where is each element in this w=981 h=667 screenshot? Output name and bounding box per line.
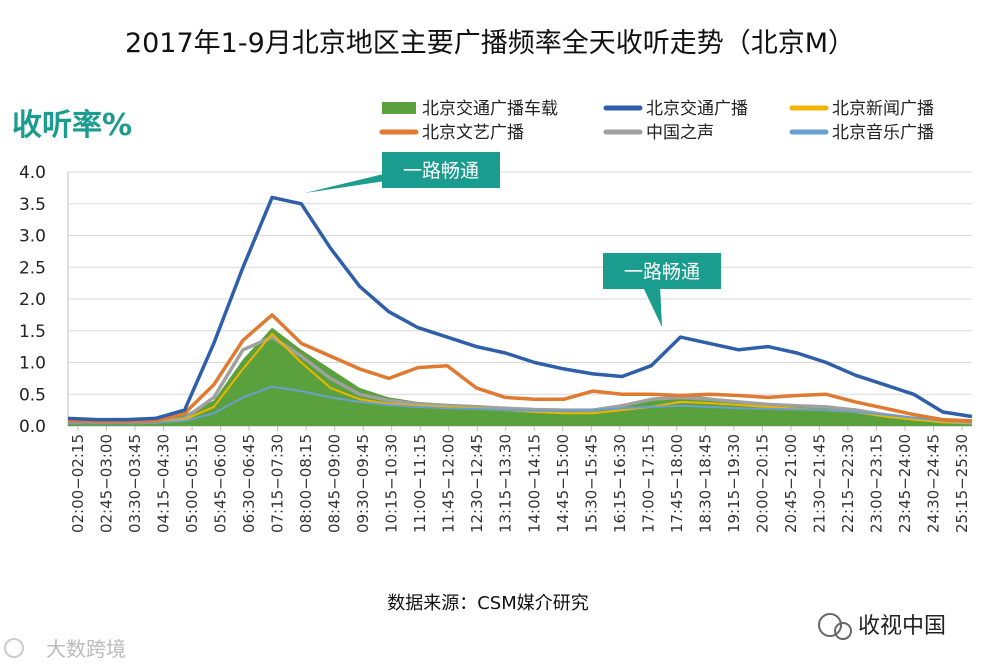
legend-label: 北京交通广播车载 — [422, 99, 558, 119]
x-tick-label: 02:00−02:15 — [69, 434, 87, 533]
x-tick-label: 25:15−25:30 — [953, 434, 971, 533]
x-tick-label: 23:00−23:15 — [867, 434, 885, 533]
callout-1-pointer — [305, 172, 392, 193]
wechat-icon — [818, 613, 842, 637]
watermark-right: 收视中国 — [818, 613, 946, 640]
y-tick-label: 0.0 — [19, 417, 46, 437]
chart-title: 2017年1-9月北京地区主要广播频率全天收听走势（北京M） — [125, 28, 855, 59]
callout-2-text: 一路畅通 — [624, 261, 700, 283]
legend-swatch — [382, 102, 416, 114]
y-tick-label: 2.5 — [19, 258, 46, 278]
x-tick-label: 08:00−08:15 — [297, 434, 315, 533]
x-tick-label: 13:15−13:30 — [497, 434, 515, 533]
series-line-4 — [68, 335, 973, 425]
x-tick-label: 05:45−06:00 — [212, 434, 230, 533]
callout-2-pointer — [642, 285, 662, 327]
x-tick-label: 20:00−20:15 — [753, 434, 771, 533]
callout-1-text: 一路畅通 — [403, 160, 479, 182]
gridlines — [67, 171, 972, 427]
x-tick-label: 04:15−04:30 — [155, 434, 173, 533]
legend-label: 北京文艺广播 — [422, 123, 524, 143]
x-tick-label: 21:30−21:45 — [810, 434, 828, 533]
x-axis-ticks: 02:00−02:15 02:45−03:00 03:30−03:45 04:15−0… — [69, 426, 971, 533]
x-tick-label: 18:30−18:45 — [696, 434, 714, 533]
callout-2-box — [603, 253, 721, 289]
x-tick-label: 24:30−24:45 — [924, 434, 942, 533]
x-tick-label: 14:45−15:00 — [554, 434, 572, 533]
y-tick-label: 4.0 — [19, 163, 46, 183]
callout-1-box — [382, 152, 500, 188]
y-tick-label: 2.0 — [19, 290, 46, 310]
legend-label: 北京音乐广播 — [832, 123, 934, 143]
x-tick-label: 17:00−17:15 — [639, 434, 657, 533]
legend-label: 北京新闻广播 — [832, 99, 934, 119]
series-layer — [67, 195, 973, 426]
x-tick-label: 19:15−19:30 — [725, 434, 743, 533]
callout-1: 一路畅通 — [305, 152, 500, 193]
series-line-5 — [68, 385, 973, 425]
x-tick-label: 17:45−18:00 — [668, 434, 686, 533]
legend-label: 中国之声 — [646, 123, 714, 143]
x-tick-label: 14:00−14:15 — [525, 434, 543, 533]
watermark-left-text: 大数跨境 — [46, 637, 126, 661]
x-tick-label: 16:15−16:30 — [611, 434, 629, 533]
watermark-left: 大数跨境 — [4, 637, 126, 661]
x-tick-label: 05:00−05:15 — [183, 434, 201, 533]
y-axis-ticks: 4.0 3.5 3.0 2.5 2.0 1.5 1.0 0.5 0.0 — [19, 163, 46, 437]
x-tick-label: 09:30−09:45 — [354, 434, 372, 533]
x-tick-label: 15:30−15:45 — [582, 434, 600, 533]
x-tick-label: 11:45−12:00 — [440, 434, 458, 533]
x-tick-label: 11:00−11:15 — [411, 434, 429, 533]
y-tick-label: 3.5 — [19, 195, 46, 215]
y-axis-label: 收听率% — [12, 108, 132, 143]
y-tick-label: 3.0 — [19, 227, 46, 247]
x-tick-label: 22:15−22:30 — [839, 434, 857, 533]
x-tick-label: 08:45−09:00 — [326, 434, 344, 533]
callout-2: 一路畅通 — [603, 253, 721, 327]
source-note: 数据来源：CSM媒介研究 — [387, 593, 589, 614]
x-tick-label: 12:30−12:45 — [468, 434, 486, 533]
x-tick-label: 07:15−07:30 — [269, 434, 287, 533]
x-tick-label: 06:30−06:45 — [240, 434, 258, 533]
legend-label: 北京交通广播 — [646, 99, 748, 119]
y-tick-label: 1.0 — [19, 354, 46, 374]
x-tick-label: 02:45−03:00 — [98, 434, 116, 533]
series-line-1 — [67, 195, 973, 422]
watermark-right-text: 收视中国 — [858, 614, 946, 639]
y-tick-label: 1.5 — [19, 322, 46, 342]
y-tick-label: 0.5 — [19, 385, 46, 405]
series-line-3 — [67, 313, 973, 424]
x-tick-label: 23:45−24:00 — [896, 434, 914, 533]
x-tick-label: 20:45−21:00 — [782, 434, 800, 533]
watermark-logo-icon — [4, 638, 24, 658]
x-tick-label: 03:30−03:45 — [126, 434, 144, 533]
x-tick-label: 10:15−10:30 — [383, 434, 401, 533]
